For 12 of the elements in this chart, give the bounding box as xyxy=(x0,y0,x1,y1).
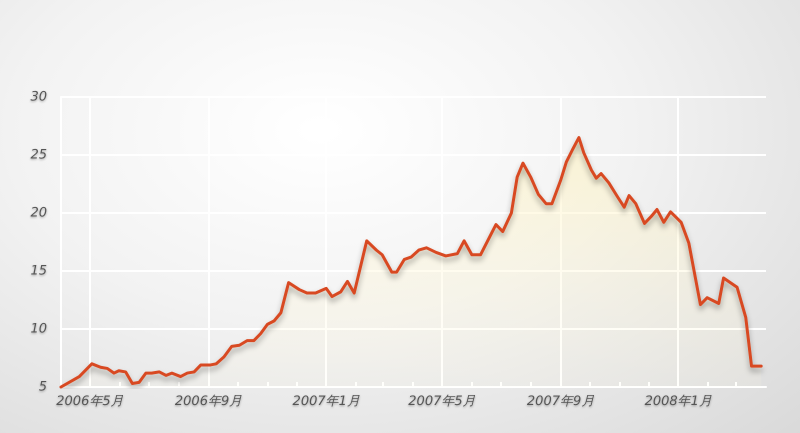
x-tick-label: 2007年5月 xyxy=(408,394,476,409)
x-tick-label: 2007年1月 xyxy=(292,394,360,409)
y-tick-label: 25 xyxy=(30,148,47,162)
x-tick-label: 2007年9月 xyxy=(526,394,594,409)
y-tick-label: 30 xyxy=(30,90,47,104)
y-tick-label: 5 xyxy=(38,380,47,394)
y-tick-label: 20 xyxy=(30,206,47,220)
y-tick-label: 10 xyxy=(30,322,47,336)
x-tick-label: 2006年5月 xyxy=(56,394,124,409)
x-tick-label: 2008年1月 xyxy=(644,394,712,409)
y-tick-label: 15 xyxy=(30,264,47,278)
x-tick-label: 2006年9月 xyxy=(174,394,242,409)
